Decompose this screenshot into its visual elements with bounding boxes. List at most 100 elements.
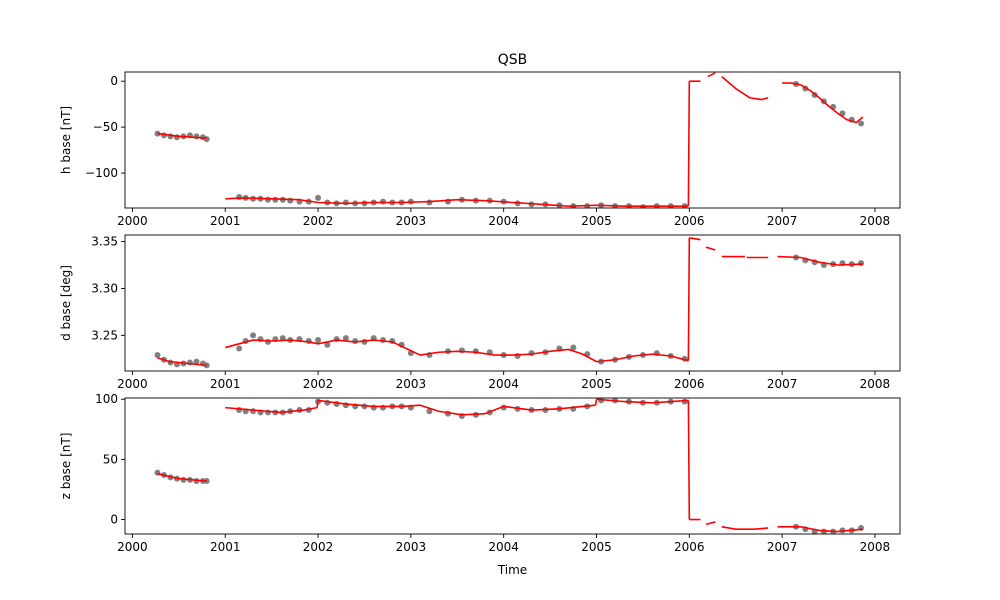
fit-line-segment [687,400,691,520]
fit-line-segment [225,197,689,207]
y-tick-label: 3.25 [91,328,118,342]
x-tick-label: 2004 [488,377,519,391]
x-tick-label: 2008 [860,540,891,554]
plot-area [154,72,865,208]
fit-line-segment [317,399,596,416]
data-point [858,260,865,267]
data-point [570,344,577,351]
fit-line-segment [157,473,207,482]
x-tick-label: 2003 [396,214,427,228]
data-point [264,338,271,345]
data-point [458,347,465,354]
axes-frame [124,71,901,209]
x-tick-label: 2005 [581,540,612,554]
x-tick-label: 2000 [117,540,148,554]
plot-area [154,237,865,369]
y-tick-label: 3.30 [91,281,118,295]
data-point [472,348,479,355]
y-tick-label: 100 [95,392,118,406]
fit-line-segment [705,521,716,526]
fit-line-segment [225,406,318,414]
fit-line-segment [782,82,864,124]
fit-line-segment [707,72,716,78]
x-tick-label: 2004 [488,540,519,554]
x-tick-label: 2002 [303,377,334,391]
fit-line-segment [157,357,207,367]
x-tick-label: 2007 [767,214,798,228]
data-point [250,332,257,339]
panel-3: 2000 2001 2002 2003 2004 2005 2006 2007 2008 0 50 1… [59,392,901,554]
plot-area [154,398,865,534]
y-tick-label: 0 [110,513,118,527]
fit-line-segment [225,339,689,363]
y-tick-label: 0 [110,74,118,88]
y-axis-label: d base [deg] [59,265,73,341]
x-tick-label: 2004 [488,214,519,228]
data-point [324,341,331,348]
x-tick-label: 2000 [117,214,148,228]
data-point [154,352,161,359]
data-point [315,337,322,344]
x-tick-label: 2006 [674,214,705,228]
data-point [426,199,433,206]
data-point [236,193,243,200]
fit-line-segment [777,255,863,266]
x-tick-label: 2008 [860,377,891,391]
data-point [858,120,865,127]
x-tick-label: 2006 [674,540,705,554]
data-point [426,408,433,415]
data-point [193,358,200,365]
data-point [315,194,322,201]
x-tick-label: 2003 [396,540,427,554]
data-point [681,398,688,405]
axes-frame [124,234,901,372]
y-tick-label: 50 [103,452,118,466]
x-tick-label: 2007 [767,540,798,554]
data-point [287,197,294,204]
data-point [264,196,271,203]
data-point [342,199,349,206]
axes-frame [124,397,901,535]
fit-line-segment [721,525,769,530]
fit-line-segment [157,132,207,139]
y-axis-label: h base [nT] [59,106,73,174]
x-axis-label: Time [497,563,527,577]
x-tick-label: 2000 [117,377,148,391]
x-tick-label: 2005 [581,377,612,391]
panels: 2000 2001 2002 2003 2004 2005 2006 2007 2008 −100… [59,71,901,554]
data-point [380,198,387,205]
fit-line-segment [777,525,863,533]
y-axis-label: z base [nT] [59,433,73,500]
x-tick-label: 2003 [396,377,427,391]
x-tick-label: 2008 [860,214,891,228]
y-tick-label: −100 [85,166,118,180]
x-tick-label: 2002 [303,540,334,554]
x-tick-label: 2001 [210,214,241,228]
y-tick-label: 3.35 [91,235,118,249]
y-tick-label: −50 [93,120,118,134]
x-tick-label: 2006 [674,377,705,391]
fit-line-segment [687,81,691,207]
data-point [380,404,387,411]
x-tick-label: 2002 [303,214,334,228]
fit-line-segment [689,237,701,241]
data-point [236,345,243,352]
x-tick-label: 2007 [767,377,798,391]
fit-line-segment [687,237,691,361]
fit-line-segment [594,399,598,406]
panel-2: 2000 2001 2002 2003 2004 2005 2006 2007 2008 3.25… [59,234,901,391]
fit-line-segment [721,75,769,101]
fit-line-segment [316,400,319,408]
data-point [514,352,521,359]
panel-1: 2000 2001 2002 2003 2004 2005 2006 2007 2008 −100… [59,71,901,228]
x-tick-label: 2001 [210,377,241,391]
chart-title: QSB [498,52,528,68]
x-tick-label: 2005 [581,214,612,228]
data-point [342,335,349,342]
x-tick-label: 2001 [210,540,241,554]
data-point [203,136,210,143]
fit-line-segment [596,398,689,404]
fit-line-segment [705,246,716,251]
